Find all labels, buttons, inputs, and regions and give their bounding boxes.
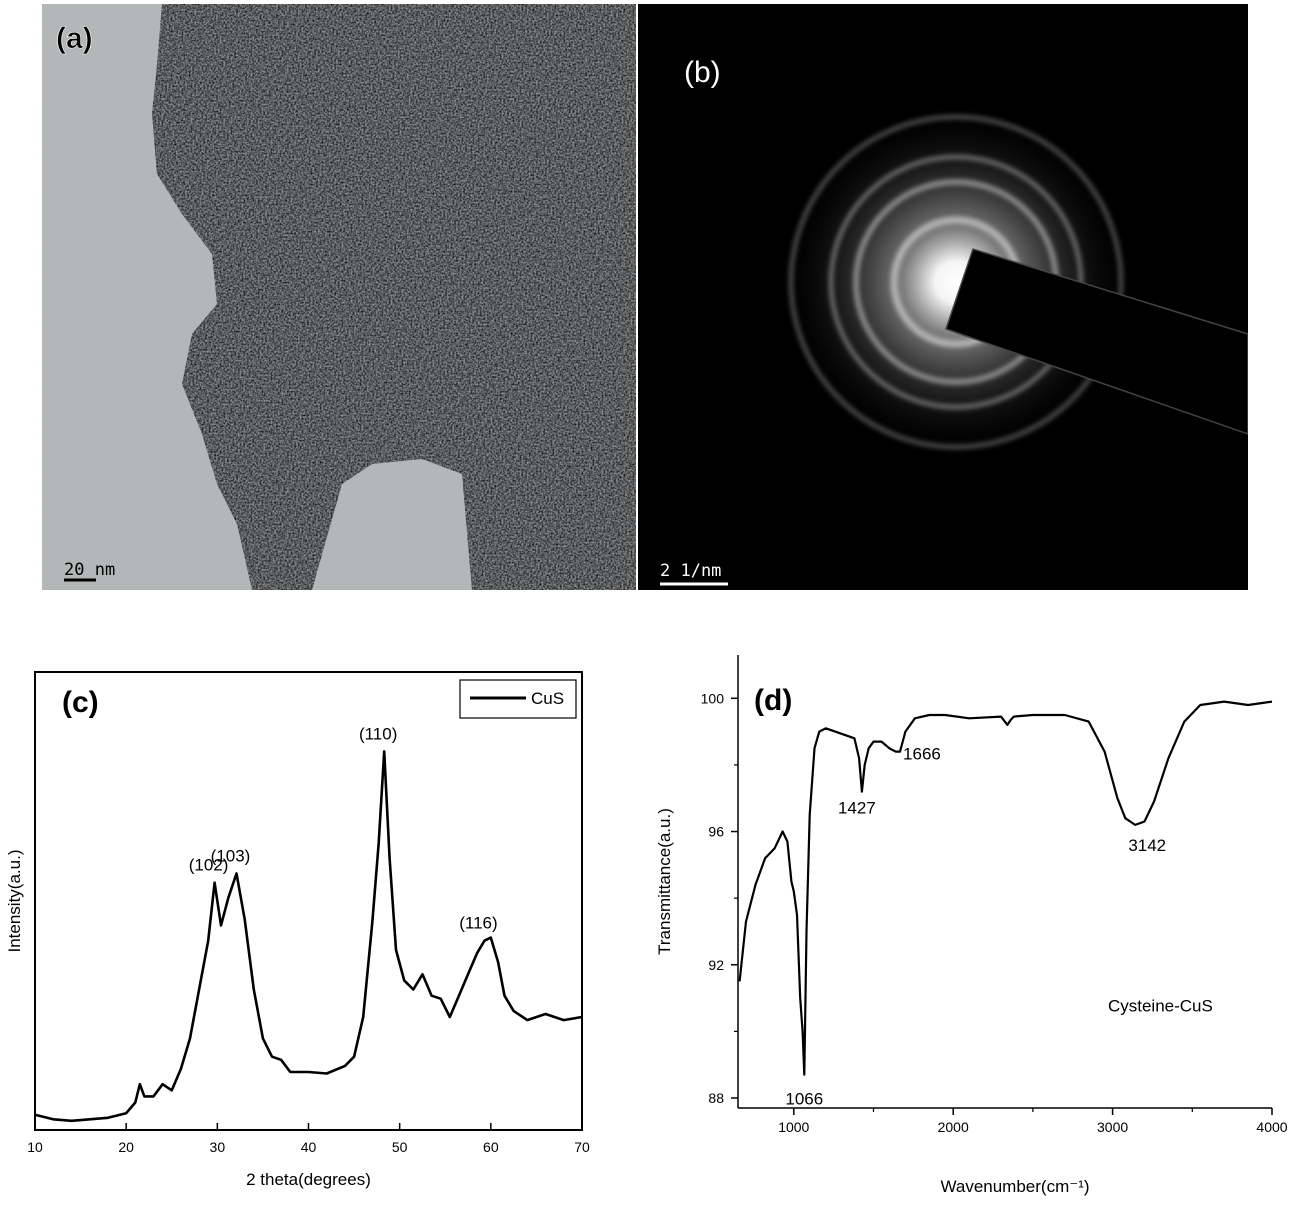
nanoparticle-aggregate [152,4,636,590]
y-tick-label: 96 [708,824,724,840]
panel-label-c: (c) [62,686,99,719]
xrd-legend: CuS [459,679,577,719]
ftir-x-axis-label: Wavenumber(cm⁻¹) [940,1177,1089,1196]
x-tick-label: 3000 [1097,1119,1128,1135]
peak-label: 3142 [1128,836,1166,855]
tem-image-panel: (a) 20 nm [42,4,636,590]
xrd-x-ticks: 10 20 30 40 50 60 70 [27,1123,590,1155]
x-tick-label: 2000 [938,1119,969,1135]
x-tick-label: 20 [118,1139,134,1155]
xrd-peak-labels: (102)(103) (110) (116) [189,724,498,932]
x-tick-label: 30 [210,1139,226,1155]
x-tick-label: 1000 [778,1119,809,1135]
panel-label-a: (a) [56,22,93,55]
xrd-chart-panel: 10 20 30 40 50 60 70 (102) (103) (110) (116) (c) … [0,640,600,1210]
ftir-peak-labels: 1066 1427 1666 3142 Cysteine-CuS [785,745,1212,1109]
panel-label-b: (b) [684,56,721,89]
peak-label: 1066 [785,1090,823,1109]
peak-label: (102) [189,856,229,875]
xrd-chart: 10 20 30 40 50 60 70 (102)(103)(110)(116) (c) … [5,671,590,1189]
xrd-y-axis-label: Intensity(a.u.) [5,850,24,953]
ftir-series-line [738,700,1273,1076]
y-tick-label: 100 [701,690,725,706]
peak-label: (116) [459,914,497,933]
ftir-x-ticks: 1000 2000 3000 4000 [778,1108,1288,1135]
peak-label: 1427 [838,799,876,818]
x-tick-label: 50 [392,1139,408,1155]
x-tick-label: 10 [27,1139,43,1155]
xrd-series-line [34,750,583,1123]
x-tick-label: 4000 [1256,1119,1287,1135]
ftir-chart-panel: 1000 2000 3000 4000 88 92 96 100 1066 1427 1666 3… [640,640,1300,1210]
x-tick-label: 70 [574,1139,590,1155]
y-tick-label: 92 [708,957,724,973]
peak-label: Cysteine-CuS [1108,996,1213,1015]
peak-label: (103) [211,847,251,866]
saed-pattern: (b) 2 1/nm [638,4,1249,590]
tem-image: (a) 20 nm [42,4,636,590]
ftir-y-axis-label: Transmittance(a.u.) [655,808,674,955]
ftir-chart: 1000 2000 3000 4000 88 92 96 100 1066 1427 1666 3… [655,655,1288,1196]
ftir-axes [737,655,1272,1109]
xrd-plot-frame [34,671,583,1131]
x-tick-label: 40 [301,1139,317,1155]
panel-label-d: (d) [754,684,792,717]
scale-bar-label-b: 2 1/nm [660,561,721,581]
legend-entry: CuS [531,689,564,708]
y-tick-label: 88 [708,1090,724,1106]
scale-bar-label-a: 20 nm [64,560,115,580]
peak-label: 1666 [903,745,941,764]
saed-pattern-panel: (b) 2 1/nm [638,4,1249,590]
xrd-x-axis-label: 2 theta(degrees) [246,1170,371,1189]
peak-label: (110) [359,724,397,743]
x-tick-label: 60 [483,1139,499,1155]
ftir-y-ticks: 88 92 96 100 [701,690,738,1106]
